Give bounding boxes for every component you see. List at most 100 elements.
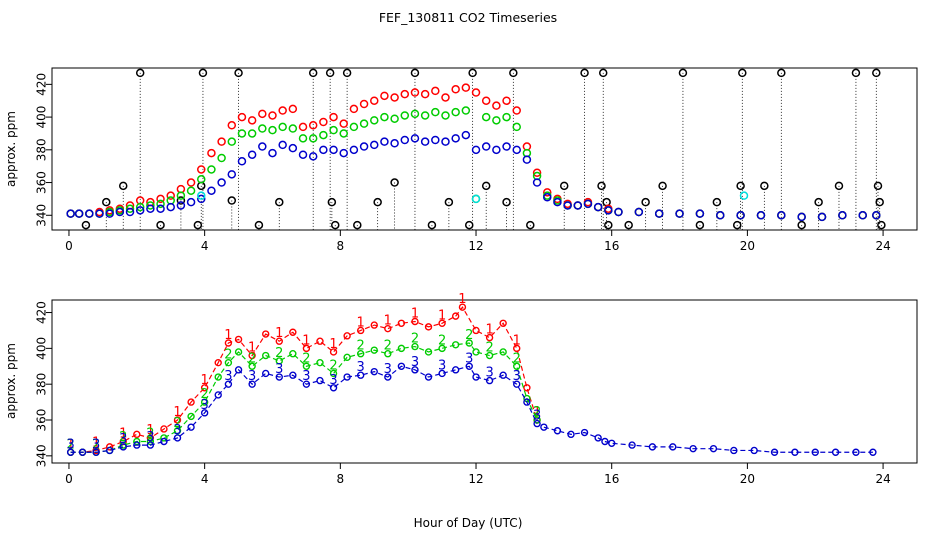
data-point [342,68,352,78]
data-point [217,153,226,163]
data-point [197,191,206,200]
data-point [146,204,155,213]
data-point [492,101,501,110]
data-point [485,351,494,360]
point-label: 3 [485,366,493,381]
data-point [852,448,860,456]
data-point [262,351,270,360]
point-label: 1 [173,405,181,420]
point-label: 2 [248,351,256,366]
data-point [298,134,308,143]
point-label: 3 [357,360,365,375]
point-label: 2 [201,387,209,402]
data-point [424,373,433,381]
data-point [411,366,419,374]
point-label: 3 [67,437,75,452]
data-point [227,121,237,130]
data-point [330,220,340,230]
x-tick-label: 16 [604,472,619,486]
data-point [156,194,165,204]
data-point [308,134,318,143]
point-label: 3 [533,409,541,424]
series-line-tail [543,426,873,453]
point-label: 3 [92,437,100,452]
data-point [502,96,511,105]
data-point [327,197,337,207]
data-point [349,104,359,114]
data-point [384,350,392,358]
data-point [499,348,507,356]
data-point [390,178,399,187]
x-tick-label: 8 [337,472,345,486]
x-tick-label: 24 [875,239,890,253]
top-y-axis-label: approx. ppm [4,111,18,187]
data-point [431,135,440,145]
data-point [268,111,277,120]
data-point [268,148,277,158]
data-point [390,93,399,102]
data-point [339,148,348,158]
data-point [302,362,311,370]
data-point [461,106,471,115]
data-point [370,140,379,150]
point-label: 3 [173,423,181,438]
x-tick-label: 16 [604,239,619,253]
data-point [441,111,450,120]
data-point [329,145,338,155]
data-point [105,209,114,218]
data-point [275,357,283,365]
point-label: 1 [119,427,127,442]
data-point [502,142,511,151]
data-point [831,448,840,456]
point-label: 3 [411,355,419,370]
data-point [523,384,531,392]
data-point [777,68,786,78]
data-point [214,358,222,367]
data-point [451,366,460,374]
data-point [797,212,806,222]
data-point [207,186,216,195]
data-point [465,362,473,370]
data-point [424,348,433,356]
data-point [444,197,454,207]
data-point [438,319,446,327]
point-label: 3 [465,351,473,366]
data-point [756,211,766,220]
data-point [390,139,399,148]
data-point [156,220,165,230]
data-point [302,344,311,353]
data-point [173,434,182,442]
data-point [481,112,491,122]
data-point [329,384,338,392]
data-point [543,188,552,197]
data-point [420,111,430,120]
data-point [187,412,195,421]
data-point [634,207,644,217]
data-point [316,358,324,367]
data-point [492,116,501,125]
data-point [118,181,128,191]
data-point [308,121,318,130]
data-point [356,326,365,335]
data-point [580,428,589,437]
data-point [198,68,208,78]
x-tick-label: 4 [201,239,209,253]
data-point [675,209,684,218]
data-point [289,328,297,336]
data-point [214,391,222,399]
point-label: 2 [384,339,392,354]
series-green [66,106,881,222]
point-label: 2 [533,405,541,420]
x-tick-label: 0 [65,239,73,253]
figure-title: FEF_130811 CO2 Timeseries [379,10,557,25]
data-point [875,197,884,207]
data-point [288,104,298,114]
data-point [838,211,847,220]
y-tick-label: 360 [35,409,49,432]
point-label: 2 [67,437,75,452]
point-label: 3 [302,369,310,384]
data-point [247,150,257,159]
data-point [237,112,247,122]
